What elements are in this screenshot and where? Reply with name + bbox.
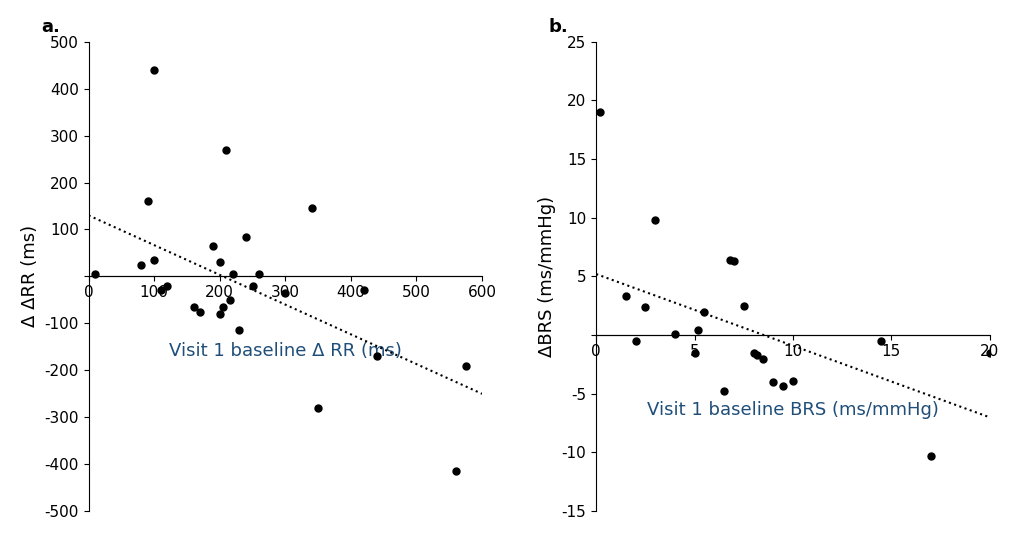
Point: [303, 204, 319, 213]
Point: [87, 270, 103, 279]
Point: [686, 348, 702, 357]
Point: [627, 337, 643, 345]
Y-axis label: ΔBRS (ms/mmHg): ΔBRS (ms/mmHg): [538, 196, 555, 357]
Point: [696, 307, 712, 316]
Point: [185, 302, 202, 311]
Point: [221, 295, 237, 304]
Point: [218, 146, 234, 154]
Point: [310, 404, 326, 412]
Point: [356, 286, 372, 295]
Point: [872, 337, 889, 345]
Point: [192, 307, 208, 316]
X-axis label: Visit 1 baseline Δ RR (ms): Visit 1 baseline Δ RR (ms): [169, 342, 401, 360]
Point: [231, 326, 248, 335]
Point: [159, 281, 175, 290]
Point: [646, 216, 662, 225]
Point: [721, 256, 738, 265]
Point: [447, 467, 464, 476]
Point: [215, 302, 231, 311]
Point: [251, 270, 267, 279]
Point: [735, 301, 751, 310]
Y-axis label: Δ ΔRR (ms): Δ ΔRR (ms): [20, 226, 39, 327]
Point: [749, 351, 765, 359]
Text: b.: b.: [548, 18, 569, 36]
Point: [745, 348, 761, 357]
Point: [224, 270, 240, 279]
Point: [140, 197, 156, 206]
Point: [369, 352, 385, 360]
Point: [153, 286, 169, 295]
Point: [146, 65, 162, 74]
Point: [211, 309, 227, 318]
Point: [637, 302, 653, 311]
Point: [754, 354, 770, 363]
X-axis label: Visit 1 baseline BRS (ms/mmHg): Visit 1 baseline BRS (ms/mmHg): [646, 401, 937, 419]
Point: [277, 288, 293, 297]
Point: [774, 381, 791, 390]
Point: [616, 292, 633, 301]
Point: [591, 108, 607, 116]
Point: [457, 361, 473, 370]
Text: a.: a.: [42, 18, 60, 36]
Point: [211, 258, 227, 267]
Point: [237, 232, 254, 241]
Point: [784, 377, 800, 385]
Point: [245, 281, 261, 290]
Point: [690, 326, 706, 335]
Point: [205, 242, 221, 250]
Point: [666, 329, 683, 338]
Point: [764, 378, 781, 386]
Point: [146, 256, 162, 265]
Point: [715, 387, 732, 396]
Point: [132, 260, 149, 269]
Point: [921, 452, 937, 460]
Point: [980, 348, 997, 357]
Point: [725, 257, 741, 266]
